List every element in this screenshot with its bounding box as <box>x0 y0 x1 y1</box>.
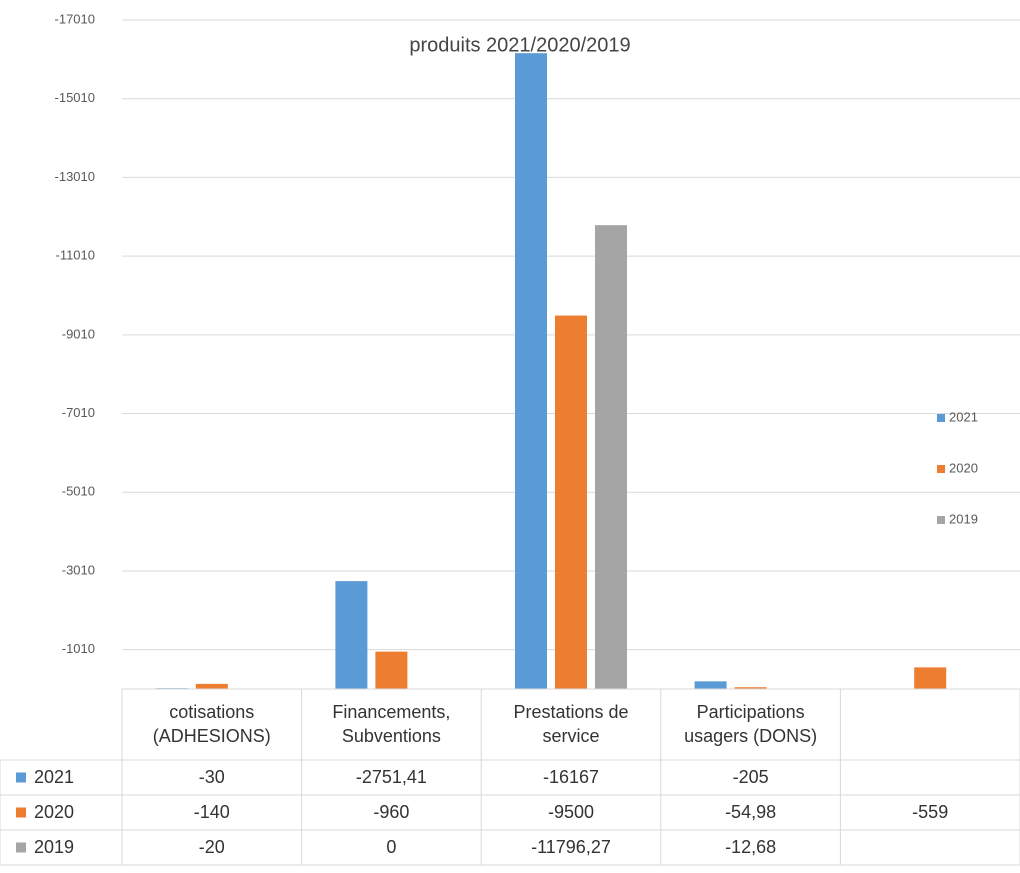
bar <box>734 687 767 689</box>
table-key <box>16 842 26 853</box>
legend-swatch <box>937 414 945 422</box>
bar <box>195 683 228 689</box>
category-label: Participations usagers (DONS) <box>684 702 818 746</box>
table-value: -559 <box>912 801 949 822</box>
table-key <box>16 772 26 783</box>
table-value: -11796,27 <box>531 836 611 857</box>
table-value: -54,98 <box>725 801 777 822</box>
y-tick-label: -3010 <box>62 562 95 577</box>
table-value: -2751,41 <box>355 766 427 787</box>
table-value: 0 <box>386 836 397 857</box>
category-label: Prestations de service <box>513 702 629 746</box>
y-tick-label: -15010 <box>55 90 95 105</box>
table-series-name: 2021 <box>34 766 75 787</box>
table-value: -9500 <box>547 801 594 822</box>
table-value: -12,68 <box>725 836 777 857</box>
table-value: -16167 <box>542 766 600 787</box>
table-value: -960 <box>373 801 410 822</box>
bar <box>335 581 368 689</box>
y-tick-label: -17010 <box>55 11 95 26</box>
table-series-name: 2019 <box>34 836 75 857</box>
bar <box>694 681 727 689</box>
table-value: -20 <box>198 836 225 857</box>
bar <box>375 651 408 689</box>
bar <box>914 667 947 689</box>
table-value: -30 <box>198 766 225 787</box>
bar <box>515 53 547 689</box>
category-label: Financements, Subventions <box>332 702 451 746</box>
y-tick-label: -11010 <box>55 248 95 263</box>
table-value: -140 <box>193 801 230 822</box>
chart-title: produits 2021/2020/2019 <box>409 34 630 56</box>
legend-swatch <box>937 465 945 473</box>
legend-label: 2021 <box>949 409 978 424</box>
bar <box>555 315 587 689</box>
legend-label: 2020 <box>949 460 978 475</box>
y-tick-label: -1010 <box>62 641 95 656</box>
y-tick-label: -9010 <box>62 326 95 341</box>
category-label: cotisations (ADHESIONS) <box>152 702 271 746</box>
legend-label: 2019 <box>949 511 978 526</box>
table-value: -205 <box>732 766 769 787</box>
legend-swatch <box>937 516 945 524</box>
y-tick-label: -5010 <box>62 484 95 499</box>
y-tick-label: -7010 <box>62 405 95 420</box>
y-tick-label: -13010 <box>55 169 95 184</box>
table-key <box>16 807 26 818</box>
table-series-name: 2020 <box>34 801 75 822</box>
bar <box>595 225 627 690</box>
